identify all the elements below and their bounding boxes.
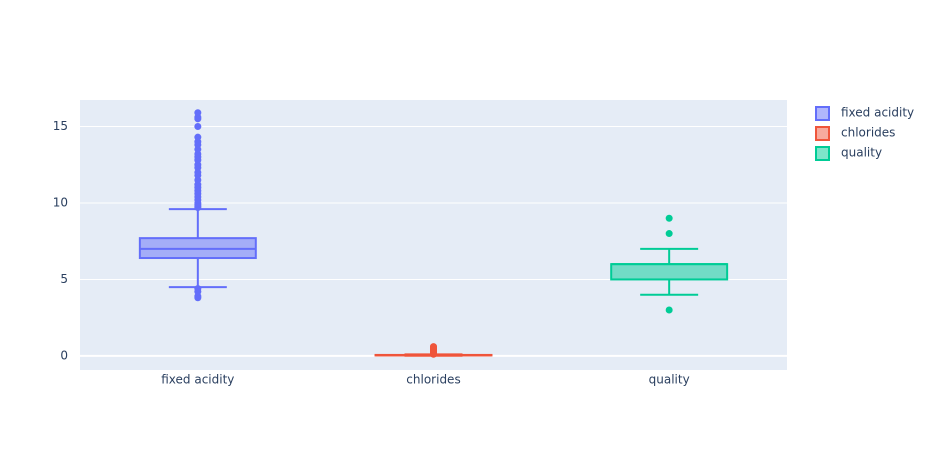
y-tick-label: 5	[60, 272, 68, 286]
y-tick-label: 10	[53, 195, 68, 209]
legend-swatch[interactable]	[815, 106, 830, 121]
box	[610, 263, 729, 281]
y-tick-label: 0	[60, 348, 68, 362]
outlier	[430, 343, 437, 351]
plot-area	[80, 100, 787, 370]
legend-label[interactable]: fixed acidity	[841, 106, 914, 120]
legend-label[interactable]: chlorides	[841, 126, 895, 140]
outlier	[194, 109, 202, 117]
outlier	[194, 133, 202, 141]
legend-swatch[interactable]	[815, 146, 830, 161]
outlier	[665, 306, 673, 314]
outlier	[194, 122, 202, 130]
outlier	[665, 230, 673, 238]
outlier	[194, 285, 202, 293]
x-tick-label: chlorides	[406, 373, 460, 387]
outlier	[665, 214, 673, 222]
y-tick-label: 15	[53, 119, 68, 133]
x-tick-label: fixed acidity	[161, 373, 234, 387]
x-tick-label: quality	[649, 373, 690, 387]
legend-swatch[interactable]	[815, 126, 830, 141]
legend-label[interactable]: quality	[841, 146, 882, 160]
